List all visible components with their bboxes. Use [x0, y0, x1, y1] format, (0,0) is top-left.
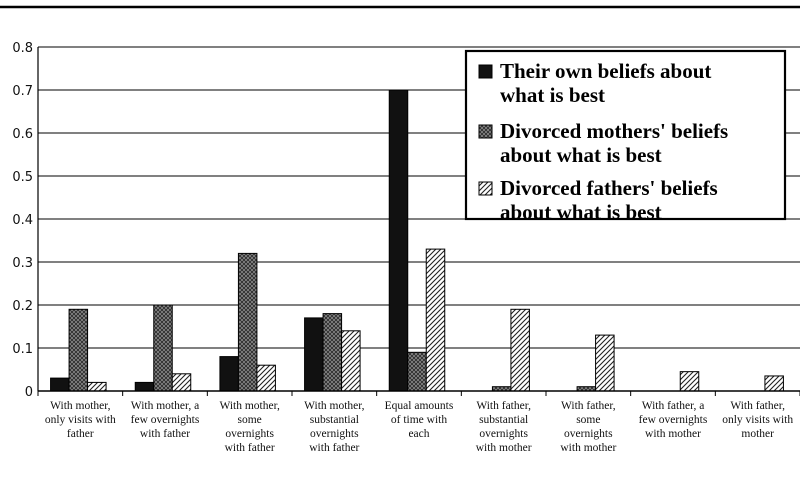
legend-label: Divorced fathers' beliefs about what is b…	[500, 176, 718, 224]
bar-solid	[219, 356, 239, 392]
y-tick-label: 0.1	[12, 342, 33, 357]
bar-diagonal	[764, 375, 784, 392]
legend-label: Divorced mothers' beliefs about what is b…	[500, 119, 728, 167]
legend-swatch-diagonal	[478, 181, 493, 196]
x-category-label: With father, only visits with mother	[722, 400, 793, 440]
y-tick-label: 0	[25, 385, 33, 400]
x-category-label: With father, a few overnights with mother	[639, 400, 708, 440]
y-tick-label: 0.7	[12, 84, 33, 99]
bar-diagonal	[341, 330, 361, 392]
bars	[50, 89, 784, 392]
y-tick-labels: 0 0.1 0.2 0.3 0.4 0.5 0.6 0.7 0.8	[12, 41, 33, 400]
y-tick-label: 0.6	[12, 127, 33, 142]
bar-diagonal	[425, 248, 446, 392]
bar-crosshatch	[237, 252, 258, 392]
bar-solid	[388, 89, 409, 392]
x-category-label: With mother, some overnights with father	[219, 400, 280, 454]
bar-crosshatch	[68, 308, 89, 392]
y-tick-label: 0.5	[12, 170, 33, 185]
legend-label: Their own beliefs about what is best	[500, 59, 711, 107]
bar-crosshatch	[322, 313, 343, 392]
axes	[37, 47, 800, 396]
bar-crosshatch	[153, 304, 173, 392]
x-category-label: Equal amounts of time with each	[385, 400, 454, 440]
x-category-label: With mother, substantial overnights with fa…	[304, 400, 365, 454]
bar-diagonal	[510, 308, 530, 392]
x-category-label: With father, some overnights with mother	[560, 400, 616, 454]
x-category-labels: With mother, only visits with father With m…	[45, 400, 794, 454]
bar-diagonal	[87, 381, 107, 392]
y-tick-label: 0.2	[12, 299, 33, 314]
legend-box	[464, 49, 787, 221]
legend-swatch-solid	[478, 64, 493, 79]
y-tick-label: 0.8	[12, 41, 33, 56]
bar-diagonal	[679, 371, 700, 392]
x-category-label: With mother, a few overnights with father	[131, 400, 200, 440]
legend: Their own beliefs about what is best Divor…	[464, 49, 787, 224]
x-category-label: With mother, only visits with father	[45, 400, 116, 440]
legend-swatch-crosshatch	[478, 124, 493, 139]
bar-diagonal	[256, 364, 276, 392]
x-category-label: With father, substantial overnights with mo…	[476, 400, 532, 454]
y-tick-label: 0.4	[12, 213, 33, 228]
bar-solid	[304, 317, 324, 392]
y-tick-label: 0.3	[12, 256, 33, 271]
bar-solid	[50, 377, 70, 392]
bar-solid	[134, 381, 155, 392]
bar-crosshatch	[407, 351, 427, 392]
bar-diagonal	[595, 334, 615, 392]
bar-diagonal	[171, 373, 192, 392]
